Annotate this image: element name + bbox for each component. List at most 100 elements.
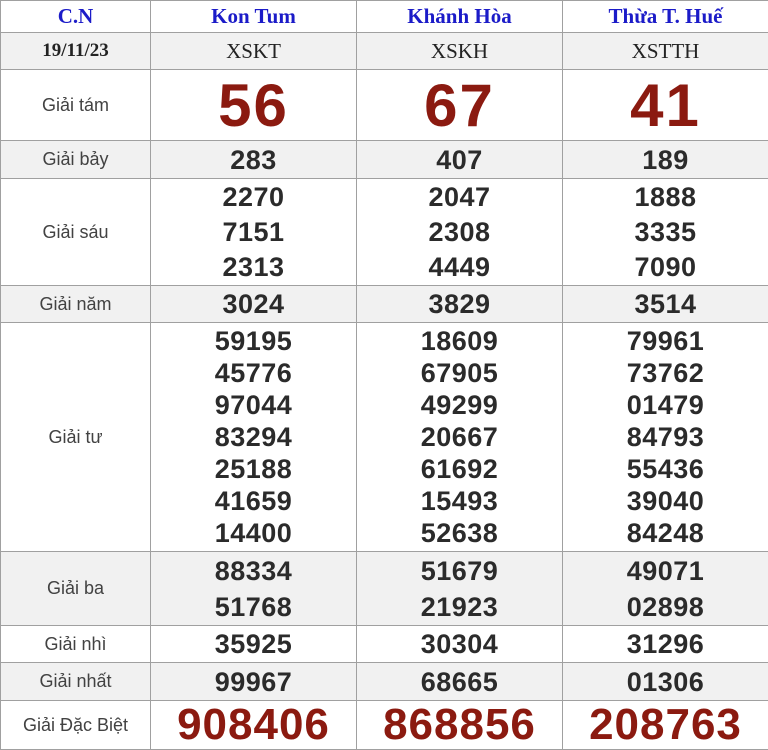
header-province-kon-tum[interactable]: Kon Tum	[151, 1, 357, 33]
prize-number: 3514	[563, 288, 768, 320]
prize-number: 2308	[357, 215, 562, 250]
prize-number: 2313	[151, 250, 356, 285]
prize-number: 99967	[151, 666, 356, 698]
prize-numbers-cell: 208763	[563, 701, 768, 750]
prize-label: Giải bảy	[1, 141, 151, 179]
prize-number: 908406	[151, 702, 356, 748]
prize-number: 01306	[563, 666, 768, 698]
prize-numbers-cell: 68665	[357, 663, 563, 701]
prize-number: 189	[563, 144, 768, 176]
prize-number: 56	[151, 74, 356, 137]
prize-number: 21923	[357, 589, 562, 625]
prize-number: 61692	[357, 453, 562, 485]
prize-number: 02898	[563, 589, 768, 625]
prize-numbers-cell: 189	[563, 141, 768, 179]
prize-number: 41659	[151, 485, 356, 517]
prize-number: 3024	[151, 288, 356, 320]
header-day-link[interactable]: C.N	[1, 1, 151, 33]
prize-number: 39040	[563, 485, 768, 517]
prize-number: 73762	[563, 357, 768, 389]
header-province-khanh-hoa[interactable]: Khánh Hòa	[357, 1, 563, 33]
prize-number: 55436	[563, 453, 768, 485]
prize-number: 25188	[151, 453, 356, 485]
prize-number: 45776	[151, 357, 356, 389]
prize-numbers-cell: 01306	[563, 663, 768, 701]
prize-number: 18609	[357, 325, 562, 357]
prize-label: Giải tư	[1, 323, 151, 552]
prize-numbers-cell: 3024	[151, 286, 357, 323]
prize-number: 31296	[563, 628, 768, 660]
prize-number: 7090	[563, 250, 768, 285]
prize-label: Giải Đặc Biệt	[1, 701, 151, 750]
prize-number: 88334	[151, 553, 356, 589]
prize-numbers-cell: 35925	[151, 626, 357, 663]
prize-numbers-cell: 283	[151, 141, 357, 179]
prize-label: Giải tám	[1, 70, 151, 141]
prize-number: 14400	[151, 517, 356, 549]
prize-number: 83294	[151, 421, 356, 453]
prize-number: 1888	[563, 180, 768, 215]
prize-number: 51768	[151, 589, 356, 625]
prize-number: 49299	[357, 389, 562, 421]
prize-number: 3335	[563, 215, 768, 250]
prize-numbers-cell: 56	[151, 70, 357, 141]
prize-number: 52638	[357, 517, 562, 549]
prize-number: 59195	[151, 325, 356, 357]
prize-label: Giải nhì	[1, 626, 151, 663]
prize-number: 868856	[357, 702, 562, 748]
prize-label: Giải nhất	[1, 663, 151, 701]
prize-number: 49071	[563, 553, 768, 589]
prize-label: Giải ba	[1, 552, 151, 626]
prize-number: 3829	[357, 288, 562, 320]
prize-number: 2047	[357, 180, 562, 215]
prize-number: 51679	[357, 553, 562, 589]
prize-numbers-cell: 3514	[563, 286, 768, 323]
prize-numbers-cell: 67	[357, 70, 563, 141]
station-code-xskh: XSKH	[357, 33, 563, 70]
prize-number: 35925	[151, 628, 356, 660]
prize-label: Giải năm	[1, 286, 151, 323]
prize-number: 79961	[563, 325, 768, 357]
station-code-xskt: XSKT	[151, 33, 357, 70]
prize-numbers-cell: 3829	[357, 286, 563, 323]
prize-number: 01479	[563, 389, 768, 421]
prize-numbers-cell: 31296	[563, 626, 768, 663]
prize-numbers-cell: 99967	[151, 663, 357, 701]
prize-number: 7151	[151, 215, 356, 250]
prize-number: 97044	[151, 389, 356, 421]
prize-number: 20667	[357, 421, 562, 453]
header-province-thua-t-hue[interactable]: Thừa T. Huế	[563, 1, 768, 33]
prize-number: 4449	[357, 250, 562, 285]
draw-date: 19/11/23	[1, 33, 151, 70]
date-row: 19/11/23 XSKT XSKH XSTTH	[1, 33, 768, 70]
prize-label: Giải sáu	[1, 179, 151, 286]
prize-number: 68665	[357, 666, 562, 698]
prize-number: 30304	[357, 628, 562, 660]
prize-numbers-cell: 30304	[357, 626, 563, 663]
prize-numbers-cell: 41	[563, 70, 768, 141]
prize-number: 84248	[563, 517, 768, 549]
prize-number: 15493	[357, 485, 562, 517]
prize-number: 67	[357, 74, 562, 137]
prize-numbers-cell: 868856	[357, 701, 563, 750]
prize-number: 407	[357, 144, 562, 176]
prize-number: 84793	[563, 421, 768, 453]
